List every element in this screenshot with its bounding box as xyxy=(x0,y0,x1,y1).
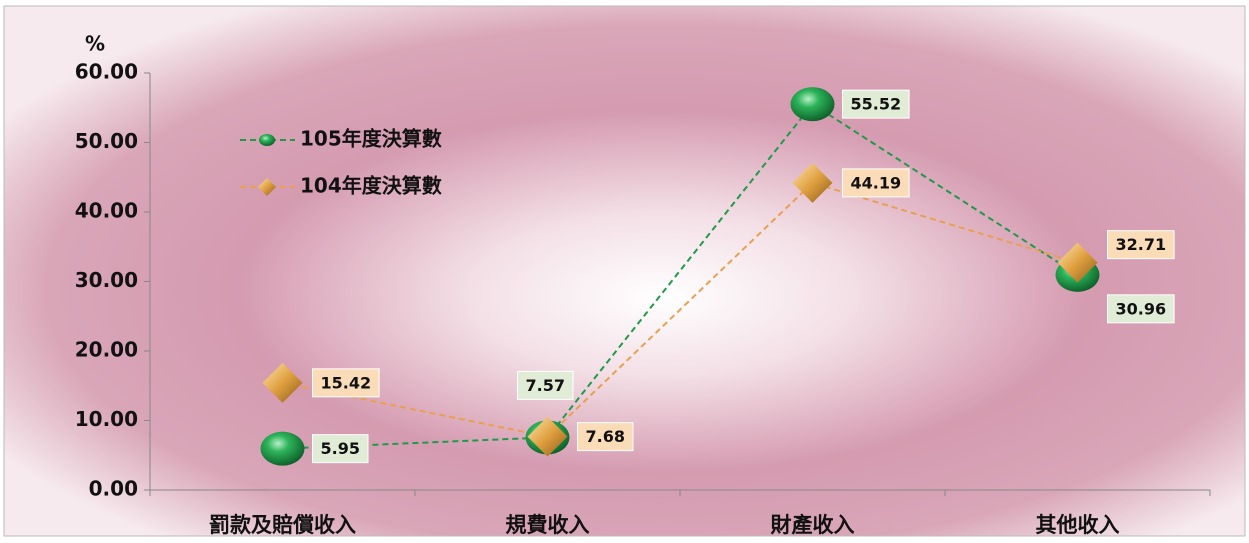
series-line xyxy=(282,102,1079,450)
value-label: 7.68 xyxy=(586,427,625,446)
marker xyxy=(1057,242,1098,283)
value-label-box xyxy=(312,368,380,398)
value-label-group: 44.19 xyxy=(842,168,910,198)
y-tick-label: 20.00 xyxy=(75,338,138,362)
marker xyxy=(260,431,305,466)
marker xyxy=(258,178,276,196)
marker xyxy=(790,87,835,122)
marker xyxy=(527,416,568,457)
value-label-group: 7.57 xyxy=(517,370,574,400)
value-label-box xyxy=(517,370,574,400)
value-label-box xyxy=(1107,294,1175,324)
value-label-group: 55.52 xyxy=(842,89,910,119)
x-tick-label: 規費收入 xyxy=(506,513,590,537)
value-label: 32.71 xyxy=(1116,235,1167,254)
value-label: 30.96 xyxy=(1116,299,1167,318)
y-tick-label: 50.00 xyxy=(75,129,138,153)
value-label: 7.57 xyxy=(526,376,565,395)
value-label: 44.19 xyxy=(851,173,902,192)
value-label-group: 32.71 xyxy=(1107,230,1175,260)
value-label: 15.42 xyxy=(321,373,372,392)
y-tick-label: 30.00 xyxy=(75,268,138,292)
y-tick-label: 0.00 xyxy=(89,477,138,501)
value-label-box xyxy=(1107,230,1175,260)
legend-label: 105年度決算數 xyxy=(300,127,442,151)
y-tick-label: 40.00 xyxy=(75,199,138,223)
value-label-group: 15.42 xyxy=(312,368,380,398)
value-label-box xyxy=(312,434,369,464)
value-label: 5.95 xyxy=(321,439,360,458)
marker xyxy=(792,162,833,203)
y-tick-label: 60.00 xyxy=(75,60,138,84)
marker xyxy=(259,134,275,146)
value-label-group: 5.95 xyxy=(312,434,369,464)
value-label-group: 30.96 xyxy=(1107,294,1175,324)
value-label-box xyxy=(577,422,634,452)
marker xyxy=(262,362,303,403)
x-tick-label: 財產收入 xyxy=(771,513,855,537)
series-line xyxy=(282,181,1078,438)
x-tick-label: 其他收入 xyxy=(1036,513,1120,537)
x-tick-label: 罰款及賠償收入 xyxy=(209,513,356,537)
value-label-group: 7.68 xyxy=(577,422,634,452)
y-tick-label: 10.00 xyxy=(75,407,138,431)
y-axis-label: % xyxy=(85,32,105,56)
legend-label: 104年度決算數 xyxy=(300,174,442,198)
value-label: 55.52 xyxy=(851,95,902,114)
value-label-box xyxy=(842,89,910,119)
value-label-box xyxy=(842,168,910,198)
